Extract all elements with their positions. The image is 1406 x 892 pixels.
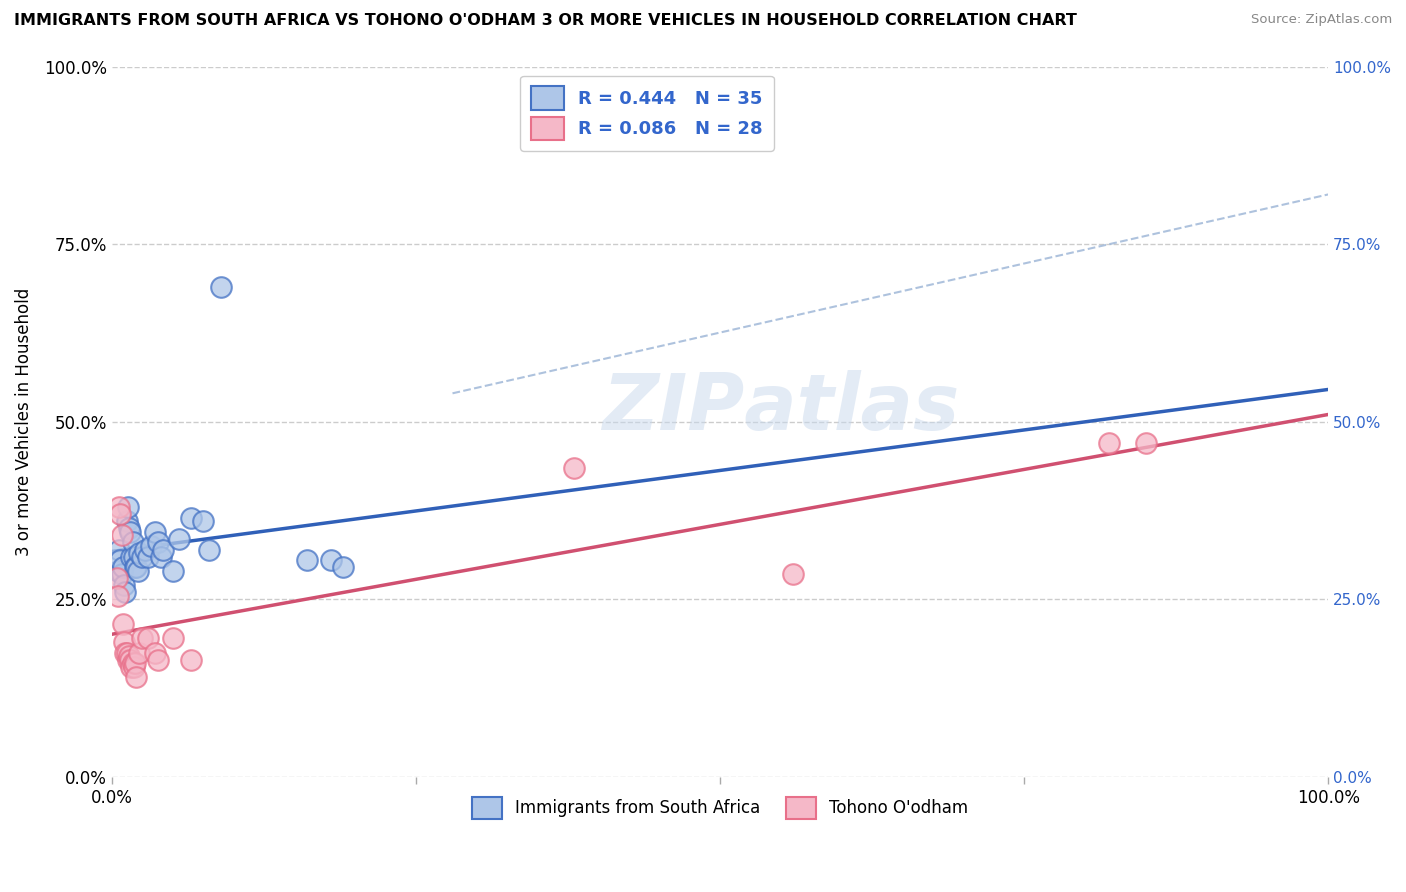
Point	[121, 657, 143, 671]
Point	[107, 564, 129, 578]
Point	[562, 461, 585, 475]
Point	[122, 660, 145, 674]
Point	[115, 514, 138, 528]
Point	[125, 670, 148, 684]
Point	[149, 549, 172, 564]
Y-axis label: 3 or more Vehicles in Household: 3 or more Vehicles in Household	[15, 287, 32, 556]
Point	[139, 539, 162, 553]
Point	[114, 585, 136, 599]
Point	[117, 500, 139, 514]
Point	[125, 560, 148, 574]
Point	[122, 549, 145, 564]
Point	[112, 578, 135, 592]
Point	[148, 535, 170, 549]
Point	[120, 660, 142, 674]
Point	[131, 632, 153, 646]
Point	[167, 532, 190, 546]
Point	[111, 567, 134, 582]
Point	[118, 649, 141, 664]
Point	[127, 564, 149, 578]
Point	[110, 507, 132, 521]
Point	[1098, 436, 1121, 450]
Point	[138, 632, 160, 646]
Point	[115, 646, 138, 660]
Point	[148, 653, 170, 667]
Point	[180, 510, 202, 524]
Point	[143, 524, 166, 539]
Point	[152, 542, 174, 557]
Point	[108, 500, 131, 514]
Point	[128, 646, 150, 660]
Point	[180, 653, 202, 667]
Point	[121, 535, 143, 549]
Point	[112, 635, 135, 649]
Text: Source: ZipAtlas.com: Source: ZipAtlas.com	[1251, 13, 1392, 27]
Point	[111, 560, 134, 574]
Point	[143, 646, 166, 660]
Text: IMMIGRANTS FROM SOUTH AFRICA VS TOHONO O'ODHAM 3 OR MORE VEHICLES IN HOUSEHOLD C: IMMIGRANTS FROM SOUTH AFRICA VS TOHONO O…	[14, 13, 1077, 29]
Text: ZIP​atlas: ZIP​atlas	[602, 369, 959, 445]
Point	[131, 549, 153, 564]
Point	[162, 564, 184, 578]
Point	[124, 560, 146, 574]
Point	[209, 280, 232, 294]
Point	[105, 571, 128, 585]
Point	[134, 542, 156, 557]
Legend: Immigrants from South Africa, Tohono O'odham: Immigrants from South Africa, Tohono O'o…	[465, 790, 974, 825]
Point	[295, 553, 318, 567]
Point	[111, 617, 134, 632]
Point	[138, 549, 160, 564]
Point	[128, 546, 150, 560]
Point	[124, 657, 146, 671]
Point	[319, 553, 342, 567]
Point	[782, 567, 804, 582]
Point	[120, 524, 142, 539]
Point	[193, 514, 215, 528]
Point	[162, 632, 184, 646]
Point	[107, 589, 129, 603]
Point	[111, 528, 134, 542]
Point	[110, 553, 132, 567]
Point	[117, 653, 139, 667]
Point	[332, 560, 354, 574]
Point	[118, 521, 141, 535]
Point	[108, 542, 131, 557]
Point	[120, 549, 142, 564]
Point	[120, 653, 142, 667]
Point	[114, 646, 136, 660]
Point	[1135, 436, 1157, 450]
Point	[198, 542, 221, 557]
